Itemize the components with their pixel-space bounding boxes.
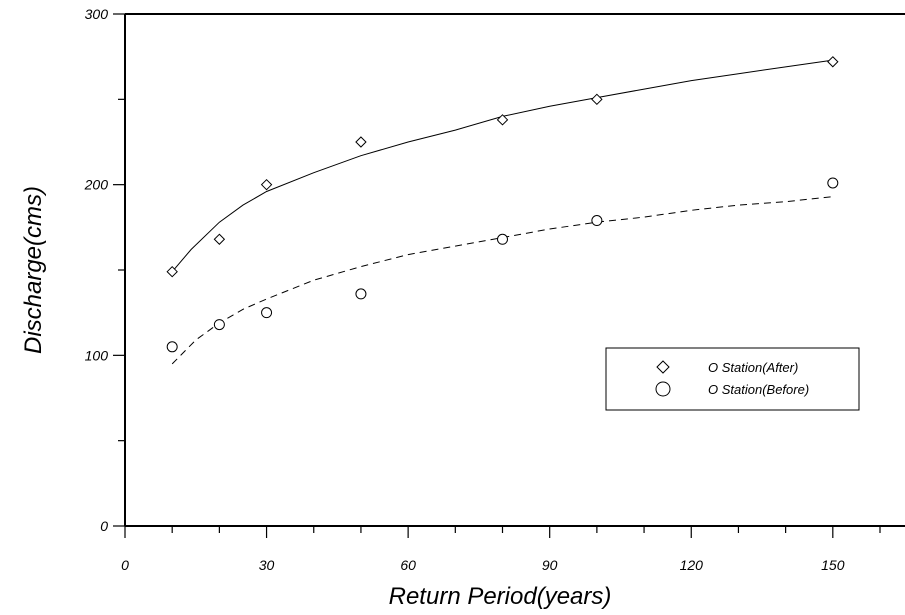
data-point-diamond: [214, 234, 224, 244]
y-tick-label: 100: [85, 347, 109, 363]
y-tick-label: 300: [85, 6, 109, 22]
y-tick-label: 200: [84, 177, 109, 193]
legend-box: [606, 348, 859, 410]
x-tick-label: 60: [400, 557, 416, 573]
data-point-diamond: [498, 115, 508, 125]
series-fit-line: [172, 197, 833, 364]
x-tick-label: 90: [542, 557, 558, 573]
y-axis: 0 100 200 300: [84, 6, 125, 534]
data-point-circle: [592, 216, 602, 226]
data-point-circle: [828, 178, 838, 188]
x-tick-label: 150: [821, 557, 845, 573]
y-axis-title: Discharge(cms): [20, 186, 47, 354]
x-tick-label: 30: [259, 557, 275, 573]
legend-label: O Station(Before): [708, 382, 809, 397]
x-tick-label: 0: [121, 557, 129, 573]
data-point-circle: [262, 308, 272, 318]
legend: O Station(After) O Station(Before): [606, 348, 859, 410]
plot-frame: [125, 14, 905, 526]
data-point-diamond: [262, 180, 272, 190]
x-axis-title: Return Period(years): [389, 583, 612, 610]
data-point-circle: [167, 342, 177, 352]
data-point-diamond: [828, 57, 838, 67]
legend-marker-circle: [656, 382, 670, 396]
data-point-diamond: [592, 94, 602, 104]
series-layer: [167, 57, 838, 364]
data-point-circle: [356, 289, 366, 299]
data-point-circle: [214, 320, 224, 330]
data-point-diamond: [356, 137, 366, 147]
x-axis: 0 30 60 90 120 150: [121, 526, 880, 573]
y-tick-label: 0: [100, 518, 108, 534]
legend-label: O Station(After): [708, 360, 798, 375]
x-tick-label: 120: [680, 557, 704, 573]
data-point-circle: [498, 234, 508, 244]
series-2: [167, 178, 838, 364]
